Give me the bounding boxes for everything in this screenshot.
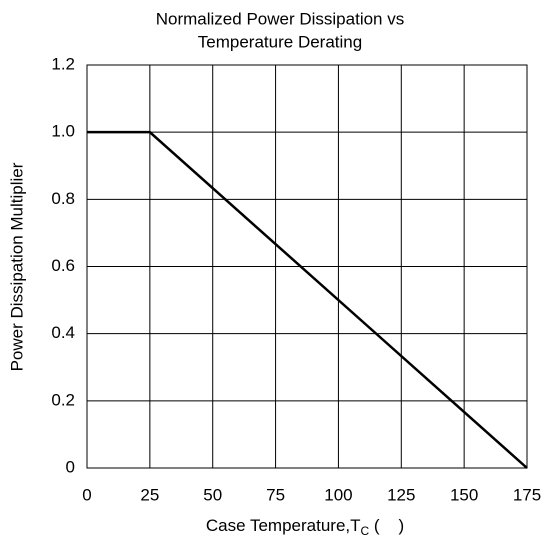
y-tick-label: 0 [66, 457, 75, 476]
x-axis-label-subscript: C [361, 524, 370, 538]
x-tick-label: 0 [82, 485, 91, 504]
x-tick-label: 100 [324, 485, 352, 504]
chart-title: Temperature Derating [198, 32, 362, 51]
x-tick-label: 25 [140, 485, 159, 504]
x-axis-label-suffix: ( ) [369, 516, 404, 535]
chart-title: Normalized Power Dissipation vs [156, 9, 404, 28]
y-tick-label: 0.4 [51, 323, 75, 342]
y-tick-label: 0.6 [51, 256, 75, 275]
x-axis-label-text: Case Temperature,T [206, 516, 361, 535]
x-tick-label: 150 [450, 485, 478, 504]
x-tick-label: 50 [203, 485, 222, 504]
y-tick-label: 0.8 [51, 189, 75, 208]
y-tick-label: 1.0 [51, 122, 75, 141]
x-tick-label: 175 [513, 485, 541, 504]
plot-frame [86, 64, 528, 469]
x-tick-label: 125 [387, 485, 415, 504]
y-tick-label: 1.2 [51, 54, 75, 73]
y-axis-label: Power Dissipation Multiplier [7, 162, 26, 371]
y-tick-label: 0.2 [51, 390, 75, 409]
x-axis-label: Case Temperature,TC ( ) [206, 516, 404, 538]
x-tick-label: 75 [266, 485, 285, 504]
data-line [87, 130, 528, 469]
